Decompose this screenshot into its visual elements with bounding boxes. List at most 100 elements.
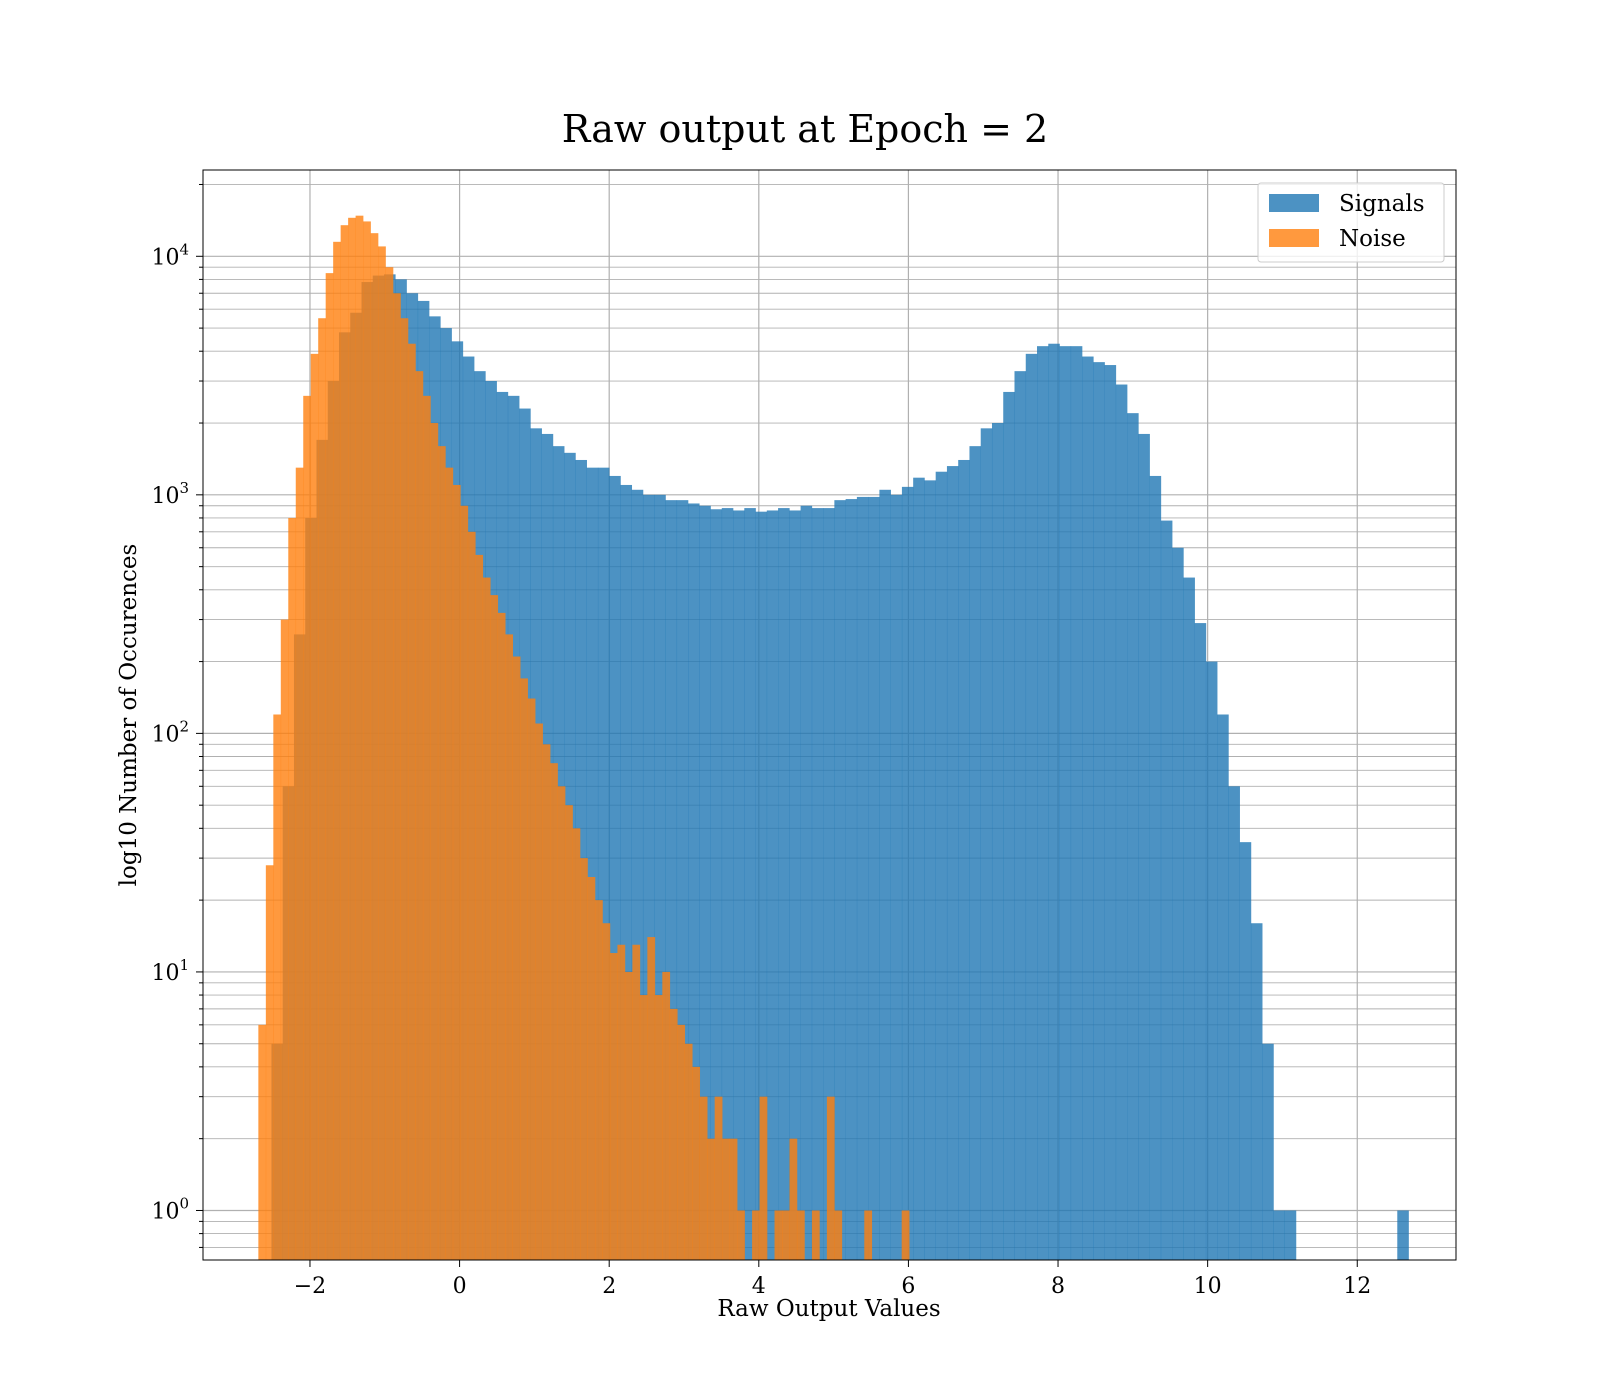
x-tick-label: 4 (752, 1274, 766, 1299)
signals-bar (879, 489, 891, 1261)
signals-bar (1273, 1210, 1285, 1260)
noise-bar (430, 423, 439, 1260)
noise-bar (781, 1210, 790, 1260)
noise-bar (482, 577, 491, 1260)
noise-bar (602, 923, 611, 1260)
signals-bar (733, 510, 745, 1261)
noise-bar (378, 246, 386, 1260)
signals-bar (676, 500, 689, 1260)
noise-bar (796, 1210, 805, 1260)
noise-bar (542, 744, 551, 1260)
x-tick-label: −2 (294, 1274, 326, 1299)
legend: Signals Noise (1257, 182, 1445, 263)
signals-bar (1037, 346, 1049, 1260)
legend-swatch-signals (1269, 194, 1319, 212)
noise-bar (647, 937, 656, 1260)
signals-bar (654, 494, 666, 1260)
noise-bar (363, 221, 371, 1260)
signals-bar (766, 510, 779, 1261)
noise-bar (707, 1138, 715, 1260)
x-tick-label: 2 (602, 1274, 616, 1299)
noise-bar (452, 484, 461, 1261)
signals-bar (868, 496, 880, 1260)
noise-bar (729, 1138, 738, 1260)
noise-bar (759, 1096, 768, 1260)
chart-title: Raw output at Epoch = 2 (562, 107, 1048, 151)
signals-bar (1250, 923, 1263, 1260)
y-axis-label: log10 Number of Occurences (116, 544, 142, 887)
signals-bar (642, 494, 655, 1260)
noise-bar (415, 371, 424, 1260)
noise-bar (497, 612, 506, 1260)
signals-bar (1093, 362, 1105, 1260)
signals-bar (1228, 786, 1240, 1260)
noise-bar (774, 1210, 783, 1260)
noise-bar (811, 1210, 820, 1260)
noise-bar (460, 505, 469, 1260)
noise-bar (684, 1043, 693, 1260)
signals-bar (665, 500, 678, 1260)
legend-swatch-noise (1269, 229, 1319, 247)
signals-bar (620, 484, 633, 1261)
signals-bar (1183, 577, 1195, 1260)
signals-bar (609, 475, 621, 1260)
legend-label-signals: Signals (1339, 191, 1425, 217)
signals-bar (631, 489, 644, 1261)
signals-bar (744, 508, 756, 1261)
signals-bar (1127, 413, 1139, 1260)
noise-bar (355, 215, 364, 1261)
noise-bar (445, 467, 454, 1260)
signals-bar (924, 480, 936, 1260)
x-tick-label: 6 (901, 1274, 915, 1299)
noise-bar (512, 656, 521, 1260)
noise-bar (609, 953, 618, 1260)
signals-bar (1194, 623, 1207, 1260)
x-tick-label: 0 (453, 1274, 467, 1299)
signals-bar (991, 423, 1004, 1260)
noise-bars (258, 215, 910, 1261)
legend-label-noise: Noise (1339, 226, 1406, 252)
noise-bar (632, 944, 641, 1260)
signals-bar (1138, 433, 1150, 1260)
noise-bar (370, 233, 379, 1261)
signals-bar (721, 508, 734, 1261)
noise-bar (789, 1138, 798, 1260)
x-tick-label: 10 (1194, 1274, 1222, 1299)
signals-bar (789, 510, 801, 1261)
x-tick-label: 12 (1343, 1274, 1371, 1299)
y-tick-label: 103 (151, 479, 189, 509)
signals-bar (1239, 842, 1252, 1260)
noise-bar (639, 995, 648, 1260)
noise-bar (407, 343, 416, 1260)
noise-bar (325, 273, 334, 1260)
noise-bar (669, 1008, 678, 1260)
signals-bar (935, 471, 948, 1260)
noise-bar (527, 698, 536, 1260)
noise-bar (505, 634, 513, 1260)
noise-bar (490, 595, 499, 1260)
noise-bar (273, 714, 282, 1260)
signals-bar (1262, 1043, 1274, 1260)
signals-bar (969, 446, 982, 1260)
signals-bar (913, 477, 925, 1260)
noise-bar (333, 241, 341, 1261)
signals-bar (586, 467, 599, 1260)
noise-bar (467, 531, 476, 1260)
y-tick-label: 102 (151, 717, 189, 747)
noise-bar (826, 1096, 835, 1260)
noise-bar (654, 995, 663, 1260)
signals-bar (1149, 475, 1162, 1260)
noise-bar (714, 1096, 723, 1260)
noise-bar (400, 318, 409, 1260)
x-axis-label: Raw Output Values (717, 1296, 940, 1322)
signals-bar (1048, 343, 1060, 1260)
signals-bar (834, 500, 846, 1260)
signals-bar (958, 459, 970, 1260)
signals-bar (1217, 714, 1229, 1260)
x-tick-label: 8 (1051, 1274, 1065, 1299)
noise-bar (617, 944, 626, 1260)
noise-bar (550, 763, 558, 1260)
noise-bar (565, 805, 573, 1260)
noise-bar (280, 619, 289, 1260)
